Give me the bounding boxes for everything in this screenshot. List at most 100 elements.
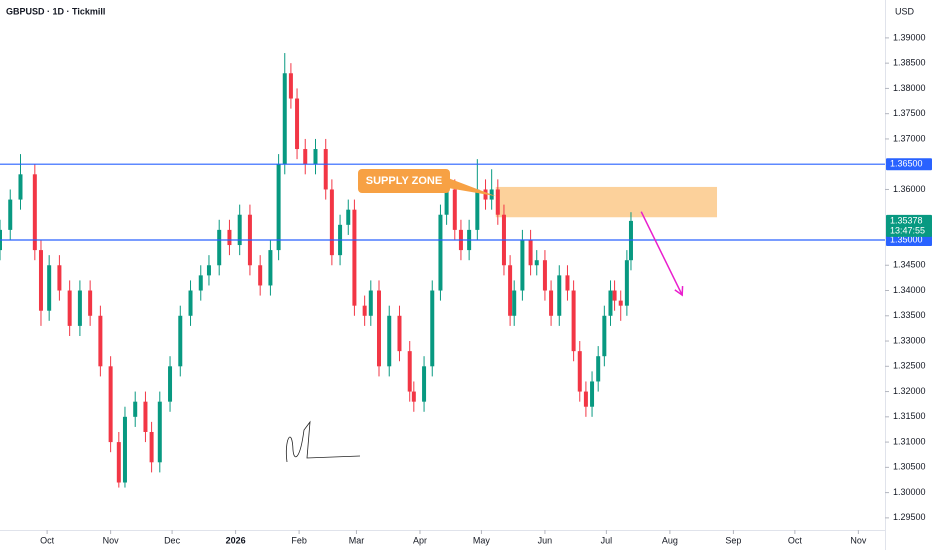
candle-body	[590, 381, 595, 407]
candle-body	[430, 290, 435, 367]
y-tick-label: 1.37500	[893, 108, 926, 118]
x-tick-label: Mar	[349, 535, 365, 545]
candle-body	[258, 265, 263, 286]
candle-body	[133, 401, 138, 417]
candle-body	[88, 290, 93, 316]
y-tick-label: 1.31000	[893, 436, 926, 446]
price-badge	[886, 158, 932, 171]
currency-label: USD	[895, 6, 915, 16]
candle-body	[483, 189, 488, 200]
candle-body	[422, 366, 427, 402]
candle-body	[149, 431, 154, 463]
candle-body	[143, 401, 148, 432]
candle-body	[206, 265, 211, 276]
candle-body	[217, 229, 222, 266]
candle-body	[596, 356, 601, 382]
candle-body	[512, 290, 517, 316]
candle-body	[534, 260, 539, 266]
y-tick-label: 1.30500	[893, 462, 926, 472]
y-tick-label: 1.31500	[893, 411, 926, 421]
candle-body	[376, 290, 381, 367]
callout-box	[358, 169, 450, 193]
candle-body	[276, 164, 281, 251]
candle-body	[313, 149, 318, 165]
candle-body	[565, 275, 570, 291]
candle-body	[323, 149, 328, 190]
candle-body	[489, 189, 494, 200]
y-tick-label: 1.39000	[893, 32, 926, 42]
candle-body	[178, 315, 183, 367]
y-tick-label: 1.29500	[893, 512, 926, 522]
x-tick-label: May	[473, 535, 491, 545]
x-tick-label: 2026	[226, 535, 246, 545]
supply-zone	[495, 186, 718, 218]
y-tick-label: 1.32000	[893, 386, 926, 396]
candle-body	[198, 275, 203, 291]
x-tick-label: Nov	[850, 535, 867, 545]
arrow-head	[674, 286, 684, 297]
x-tick-label: Feb	[291, 535, 307, 545]
candle-body	[520, 239, 525, 291]
y-tick-label: 1.38000	[893, 83, 926, 93]
x-tick-label: Nov	[103, 535, 120, 545]
callout-pointer	[448, 178, 496, 197]
candle-body	[98, 315, 103, 367]
last-price-badge	[886, 214, 932, 237]
candle-body	[362, 305, 367, 316]
y-tick-label: 1.34000	[893, 285, 926, 295]
candle-body	[77, 290, 82, 326]
candle-body	[583, 391, 588, 407]
y-tick-label: 1.33500	[893, 310, 926, 320]
candle-body	[122, 416, 127, 483]
x-tick-label: Sep	[725, 535, 741, 545]
candle-body	[329, 189, 334, 256]
candle-body	[368, 290, 373, 316]
candle-body	[528, 239, 533, 266]
callout-label: SUPPLY ZONE	[366, 175, 442, 187]
countdown-label: 13:47:55	[890, 225, 925, 235]
candle-body	[67, 290, 72, 326]
candle-body	[47, 265, 52, 311]
candle-body	[108, 366, 113, 443]
candle-body	[32, 174, 37, 251]
y-tick-label: 1.38500	[893, 58, 926, 68]
last-price-label: 1.35378	[890, 215, 923, 225]
candle-body	[295, 98, 300, 150]
candle-body	[268, 250, 273, 286]
price-badge	[886, 233, 932, 246]
candle-body	[407, 351, 412, 392]
candle-body	[508, 265, 513, 316]
x-tick-label: Jul	[601, 535, 613, 545]
candle-body	[157, 401, 162, 463]
y-tick-label: 1.37000	[893, 133, 926, 143]
x-tick-label: Apr	[413, 535, 427, 545]
candle-body	[557, 275, 562, 316]
candle-body	[495, 189, 500, 215]
candle-body	[438, 214, 443, 291]
x-tick-label: Dec	[164, 535, 181, 545]
candle-body	[542, 260, 547, 291]
x-tick-label: Oct	[40, 535, 55, 545]
candle-body	[444, 189, 449, 215]
candle-body	[57, 265, 62, 291]
y-tick-label: 1.32500	[893, 361, 926, 371]
candle-body	[571, 290, 576, 352]
arrow-shaft	[640, 211, 683, 296]
candle-body	[549, 290, 554, 316]
x-tick-label: Oct	[788, 535, 803, 545]
candle-body	[602, 315, 607, 357]
candle-body	[227, 229, 232, 246]
candle-body	[475, 189, 480, 230]
candle-body	[168, 366, 173, 402]
candle-body	[288, 73, 293, 99]
candle-body	[397, 315, 402, 352]
candle-body	[624, 260, 629, 306]
y-tick-label: 1.30000	[893, 487, 926, 497]
candle-body	[577, 351, 582, 392]
y-tick-label: 1.34500	[893, 260, 926, 270]
x-tick-label: Jun	[538, 535, 553, 545]
candle-body	[303, 149, 308, 165]
candle-body	[452, 189, 457, 230]
